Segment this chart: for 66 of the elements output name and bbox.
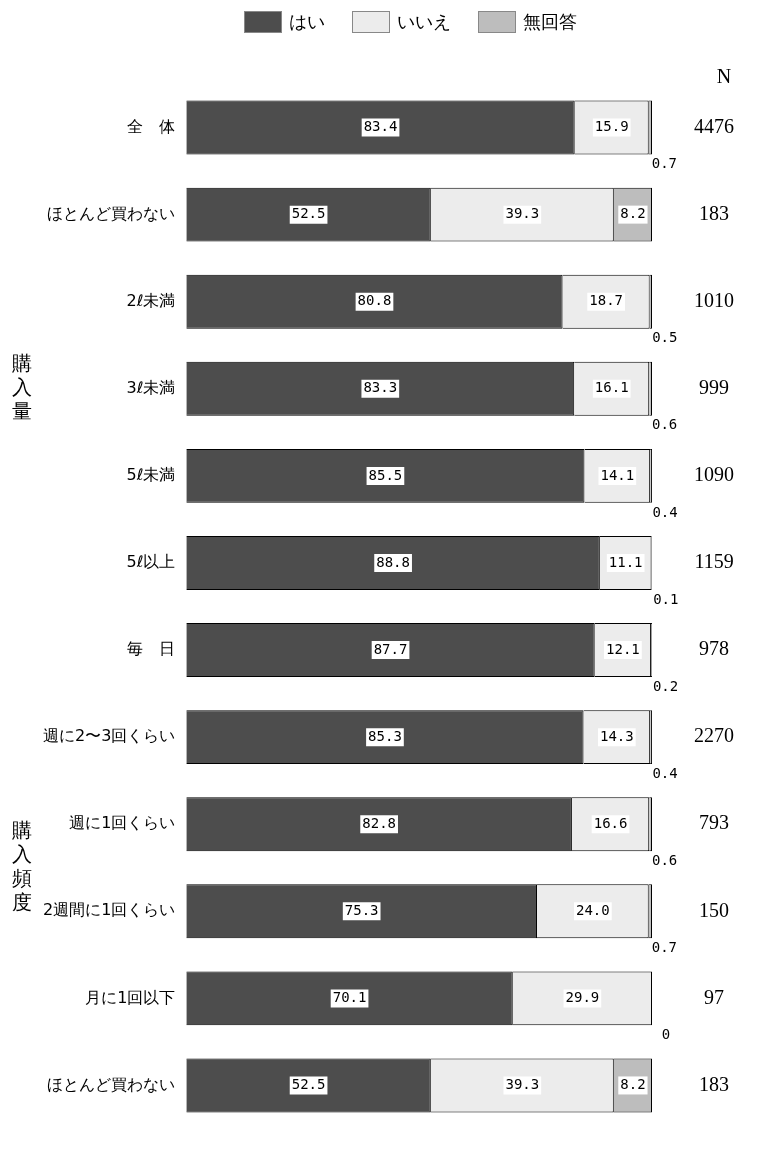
data-label: 29.9 (565, 989, 600, 1006)
text: 購入頻度 (12, 817, 32, 914)
text: 183 (699, 1072, 729, 1095)
y-tick-label: 5ℓ以上 (126, 552, 176, 572)
data-label: 16.1 (594, 379, 629, 396)
y-tick-label: ほとんど買わない (47, 203, 176, 223)
text: 793 (699, 811, 729, 834)
data-label: 18.7 (589, 292, 623, 309)
data-label: 39.3 (505, 205, 540, 222)
data-label: 0 (661, 1026, 671, 1043)
y-tick-label: 月に1回以下 (85, 987, 176, 1007)
data-label: 0.2 (652, 677, 679, 694)
text: 999 (699, 376, 729, 399)
data-label: 87.7 (373, 640, 408, 657)
y-tick-label: 3ℓ未満 (126, 377, 176, 397)
data-label: 0.6 (651, 416, 678, 433)
text: 1159 (694, 550, 734, 573)
data-label: 0.6 (651, 851, 678, 868)
data-label: 85.5 (368, 466, 403, 483)
data-label: 15.9 (594, 118, 629, 135)
data-label: 14.1 (600, 466, 635, 483)
data-label: 80.8 (357, 292, 392, 309)
data-label: 8.2 (620, 1076, 646, 1093)
data-label: 12.1 (606, 640, 640, 657)
y-tick-label: 5ℓ未満 (126, 465, 176, 485)
data-label: 83.4 (363, 118, 398, 135)
data-label: 0.1 (653, 590, 679, 607)
y-tick-label: 毎 日 (127, 639, 176, 659)
y-tick-label: 週に2〜3回くらい (43, 726, 176, 746)
data-label: 0.7 (651, 155, 678, 172)
y-tick-label: 2ℓ未満 (126, 290, 176, 310)
text: 97 (704, 985, 724, 1008)
legend-label: 無回答 (523, 10, 577, 34)
y-tick-label: 全 体 (127, 116, 176, 136)
data-label: 0.7 (651, 938, 678, 955)
text: 購入量 (12, 350, 32, 423)
data-label: 52.5 (291, 205, 326, 222)
text: 150 (699, 898, 729, 921)
text: 183 (699, 201, 729, 224)
text: 4476 (694, 114, 734, 137)
y-tick-label: 週に1回くらい (69, 813, 176, 833)
data-label: 83.3 (363, 379, 398, 396)
text: 1090 (694, 463, 734, 486)
data-label: 0.5 (652, 329, 678, 346)
y-tick-label: 2週間に1回くらい (43, 900, 176, 920)
data-label: 14.3 (599, 727, 634, 744)
data-label: 82.8 (362, 814, 396, 831)
text: 1010 (694, 288, 734, 311)
data-label: 0.4 (652, 764, 678, 781)
text: 978 (699, 637, 729, 660)
y-tick-label: ほとんど買わない (47, 1074, 176, 1094)
data-label: 8.2 (620, 205, 646, 222)
data-label: 11.1 (608, 553, 643, 570)
data-label: 0.4 (652, 503, 678, 520)
data-label: 52.5 (291, 1076, 326, 1093)
data-label: 39.3 (505, 1076, 540, 1093)
data-label: 85.3 (368, 727, 402, 744)
data-label: 24.0 (576, 901, 610, 918)
legend-label: はい (289, 10, 325, 34)
data-label: 75.3 (344, 901, 379, 918)
legend-label: いいえ (397, 10, 451, 34)
text: N (716, 64, 732, 87)
data-label: 70.1 (332, 989, 367, 1006)
data-label: 88.8 (376, 553, 410, 570)
data-label: 16.6 (593, 814, 628, 831)
text: 2270 (694, 724, 734, 747)
